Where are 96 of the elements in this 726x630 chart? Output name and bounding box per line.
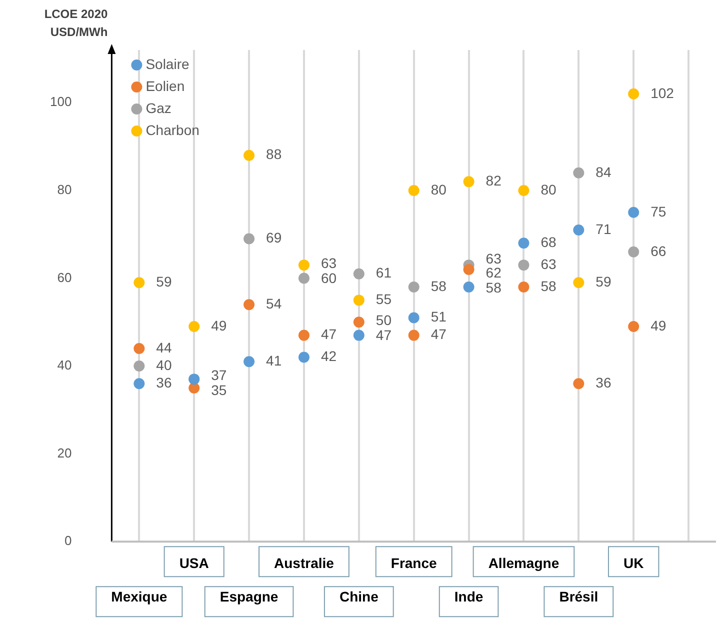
point: [573, 167, 584, 178]
point: [518, 184, 530, 196]
point: [408, 184, 420, 196]
point: [463, 176, 474, 188]
point: [134, 378, 145, 390]
x-tick-label: Allemagne: [488, 554, 560, 571]
data-label: 44: [156, 339, 172, 356]
point: [353, 268, 364, 280]
point: [463, 282, 474, 293]
data-label: 61: [376, 264, 392, 281]
point: [188, 321, 200, 332]
point: [518, 238, 530, 249]
point: [408, 312, 420, 324]
legend-label: Eolien: [146, 78, 185, 94]
y-tick-label: 20: [57, 445, 72, 460]
point: [628, 206, 640, 218]
point: [408, 282, 420, 293]
y-tick-label: 60: [57, 270, 72, 285]
data-label: 63: [540, 256, 557, 272]
point: [353, 330, 364, 341]
data-label: 55: [376, 291, 392, 308]
data-label: 50: [376, 312, 392, 328]
point: [298, 272, 310, 284]
legend-label: Solaire: [146, 56, 190, 72]
x-tick-label: USA: [179, 554, 209, 571]
data-label: 49: [211, 317, 227, 334]
data-label: 60: [320, 270, 337, 286]
y-tick-label: 0: [64, 533, 72, 548]
point: [244, 299, 255, 310]
data-label: 58: [486, 279, 502, 296]
data-label: 47: [320, 326, 337, 342]
x-tick-label: France: [390, 554, 438, 571]
x-tick-label: Australie: [274, 554, 334, 571]
point: [353, 316, 364, 328]
x-tick-label: Chine: [339, 588, 379, 604]
point: [244, 356, 255, 368]
data-label: 58: [540, 278, 557, 294]
y-tick-label: 80: [57, 182, 72, 198]
point: [298, 260, 310, 271]
x-tick-label: Espagne: [220, 588, 278, 604]
point: [134, 342, 145, 354]
x-tick-label: UK: [623, 554, 644, 571]
data-label: 82: [486, 172, 502, 189]
data-label: 88: [266, 146, 282, 162]
data-label: 66: [650, 242, 666, 259]
data-label: 40: [156, 356, 172, 373]
data-label: 80: [430, 181, 447, 198]
point: [298, 352, 310, 363]
data-label: 41: [266, 352, 282, 368]
data-label: 84: [596, 164, 612, 180]
data-label: 63: [486, 250, 502, 267]
point: [518, 260, 530, 271]
point: [244, 233, 255, 244]
data-label: 51: [430, 308, 447, 325]
data-label: 75: [650, 203, 666, 220]
point: [628, 321, 640, 332]
data-label: 69: [266, 230, 282, 246]
data-label: 54: [266, 295, 282, 312]
data-label: 47: [430, 326, 447, 342]
x-tick-label: Mexique: [111, 588, 168, 604]
data-label: 80: [540, 181, 557, 198]
point: [134, 277, 145, 288]
data-label: 42: [320, 348, 337, 364]
y-axis-title: LCOE 2020 USD/MWh: [44, 7, 108, 39]
point: [573, 224, 584, 236]
point: [463, 264, 474, 275]
x-tick-label: Brésil: [559, 588, 598, 604]
point: [628, 246, 640, 258]
data-label: 47: [376, 327, 392, 344]
data-label: 63: [320, 255, 337, 272]
data-label: 102: [650, 84, 674, 101]
point: [573, 378, 584, 390]
point: [134, 360, 145, 372]
point: [518, 282, 530, 293]
data-label: 59: [596, 273, 612, 290]
data-label: 59: [156, 273, 172, 290]
point: [298, 330, 310, 341]
data-label: 35: [211, 382, 227, 398]
x-tick-label: Inde: [454, 588, 484, 604]
data-label: 36: [596, 374, 612, 390]
data-label: 37: [211, 366, 227, 383]
data-label: 71: [596, 220, 612, 237]
data-label: 58: [430, 278, 447, 294]
data-label: 68: [540, 234, 557, 250]
point: [408, 330, 420, 341]
legend-label: Charbon: [146, 122, 200, 138]
legend-label: Gaz: [146, 100, 172, 116]
data-label: 49: [650, 317, 666, 334]
point: [353, 294, 364, 306]
point: [244, 150, 255, 161]
data-label: 62: [486, 264, 502, 280]
point: [573, 277, 584, 288]
y-tick-label: 100: [50, 94, 72, 110]
y-tick-label: 40: [57, 358, 72, 373]
point: [628, 88, 640, 100]
data-label: 36: [156, 374, 172, 390]
